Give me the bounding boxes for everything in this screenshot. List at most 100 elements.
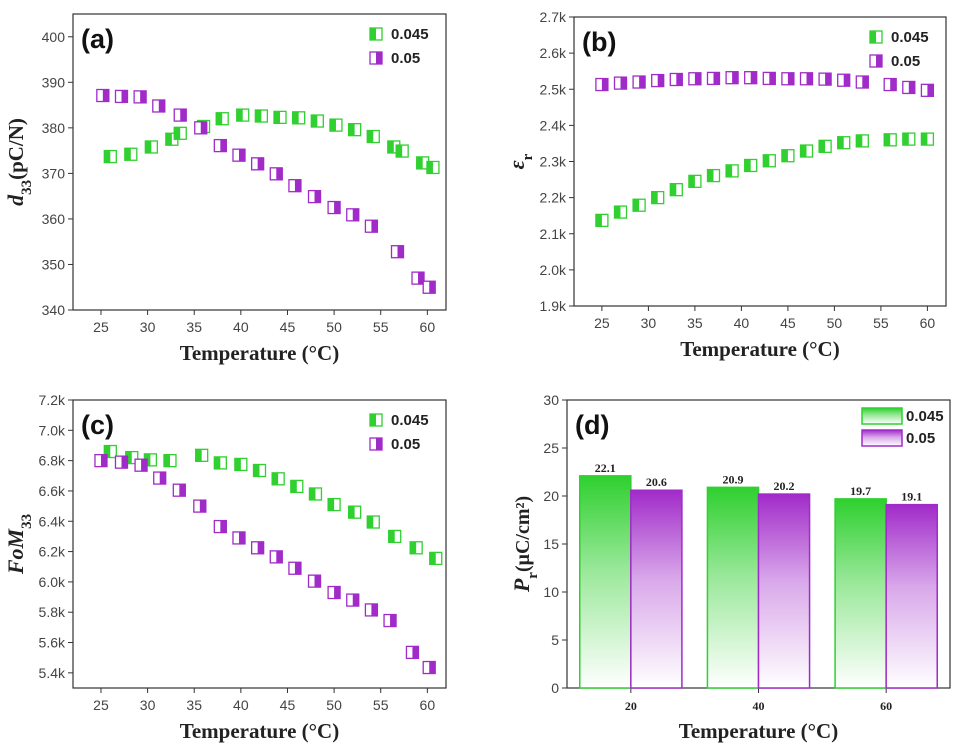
marker-fill: [179, 484, 186, 497]
marker-fill: [309, 487, 316, 500]
data-point-0.045: [409, 541, 423, 555]
data-point-0.05: [364, 219, 379, 233]
y-axis-label-main: d: [3, 194, 28, 206]
data-point-0.05: [762, 71, 776, 86]
marker-fill: [124, 148, 131, 161]
data-point-0.05: [706, 71, 721, 86]
marker-fill: [121, 456, 128, 469]
marker-fill: [732, 71, 739, 84]
data-point-0.05: [152, 99, 166, 113]
y-tick-label: 6.8k: [39, 453, 66, 469]
y-tick-label: 25: [543, 440, 559, 456]
marker-fill: [370, 28, 376, 40]
data-point-0.05: [346, 208, 360, 222]
y-tick-label: 6.0k: [39, 574, 66, 590]
bar-0.05: [630, 489, 683, 689]
data-point-0.045: [215, 112, 229, 126]
marker-fill: [174, 127, 181, 140]
bar-value-label: 20.9: [722, 472, 743, 486]
data-point-0.045: [632, 198, 646, 212]
y-axis-label-main: P: [509, 578, 534, 593]
x-axis-label: Temperature (°C): [180, 341, 339, 365]
marker-fill: [416, 156, 423, 169]
marker-fill: [412, 646, 419, 659]
data-point-0.045: [310, 114, 324, 128]
marker-fill: [927, 84, 934, 97]
data-point-0.05: [883, 77, 897, 92]
data-point-0.05: [688, 72, 702, 86]
marker-fill: [328, 498, 335, 511]
bar-value-label: 20.2: [774, 479, 795, 493]
x-tick-label: 25: [594, 315, 610, 331]
bar-0.05: [757, 493, 811, 689]
data-point-0.05: [725, 71, 739, 85]
x-axis-label: Temperature (°C): [180, 719, 339, 743]
x-tick-label: 35: [186, 697, 202, 713]
bar-0.045: [579, 475, 632, 689]
x-tick-label: 40: [233, 697, 249, 713]
marker-fill: [651, 191, 658, 204]
data-point-0.05: [172, 483, 186, 497]
bar-0.045: [834, 498, 887, 689]
x-tick-label: 60: [880, 699, 892, 713]
y-axis-label: FoM33: [3, 514, 35, 575]
y-tick-label: 1.9k: [540, 298, 567, 314]
y-tick-label: 5.4k: [39, 665, 66, 681]
marker-fill: [781, 149, 788, 162]
marker-fill: [216, 112, 223, 125]
data-point-0.045: [290, 479, 304, 494]
data-point-0.05: [744, 71, 758, 85]
y-tick-label: 10: [543, 584, 559, 600]
x-tick-label: 30: [140, 319, 156, 335]
data-point-0.045: [308, 487, 323, 501]
marker-fill: [750, 71, 757, 84]
marker-fill: [694, 72, 701, 85]
y-tick-label: 5.6k: [39, 635, 66, 651]
legend-marker-0.05: [369, 437, 383, 451]
marker-fill: [121, 90, 128, 103]
marker-fill: [272, 472, 279, 485]
data-point-0.045: [902, 132, 916, 146]
panel-label: (d): [575, 410, 609, 440]
x-axis-label: Temperature (°C): [679, 719, 838, 743]
marker-fill: [200, 121, 207, 134]
marker-fill: [140, 90, 147, 103]
y-tick-label: 20: [543, 488, 559, 504]
y-tick-label: 2.0k: [540, 262, 567, 278]
data-point-0.045: [271, 472, 285, 486]
marker-fill: [388, 530, 395, 543]
marker-fill: [352, 208, 359, 221]
data-point-0.05: [94, 453, 108, 468]
x-tick-label: 25: [93, 319, 109, 335]
data-point-0.045: [725, 164, 739, 178]
data-point-0.05: [250, 541, 265, 555]
marker-fill: [100, 454, 107, 467]
bar-value-label: 20.6: [646, 475, 667, 489]
data-point-0.05: [269, 550, 283, 564]
data-point-0.05: [213, 138, 227, 153]
data-point-0.05: [327, 585, 341, 600]
y-tick-label: 6.2k: [39, 544, 66, 560]
data-point-0.05: [134, 458, 148, 472]
marker-fill: [334, 201, 341, 214]
data-point-0.05: [613, 76, 628, 90]
marker-fill: [769, 72, 776, 85]
data-point-0.05: [173, 108, 187, 122]
data-point-0.045: [347, 505, 362, 519]
panel-label: (b): [582, 27, 616, 57]
marker-fill: [276, 167, 283, 180]
marker-fill: [429, 281, 436, 294]
legend-marker-0.05: [369, 51, 383, 65]
x-tick-label: 40: [734, 315, 750, 331]
data-point-0.045: [366, 129, 380, 144]
marker-fill: [713, 72, 720, 85]
marker-fill: [276, 550, 283, 563]
data-point-0.045: [669, 183, 683, 197]
marker-fill: [410, 541, 417, 554]
data-point-0.045: [429, 551, 443, 566]
data-point-0.05: [288, 561, 302, 575]
legend-label: 0.05: [906, 430, 935, 447]
data-point-0.045: [762, 154, 776, 168]
x-tick-label: 55: [873, 315, 889, 331]
